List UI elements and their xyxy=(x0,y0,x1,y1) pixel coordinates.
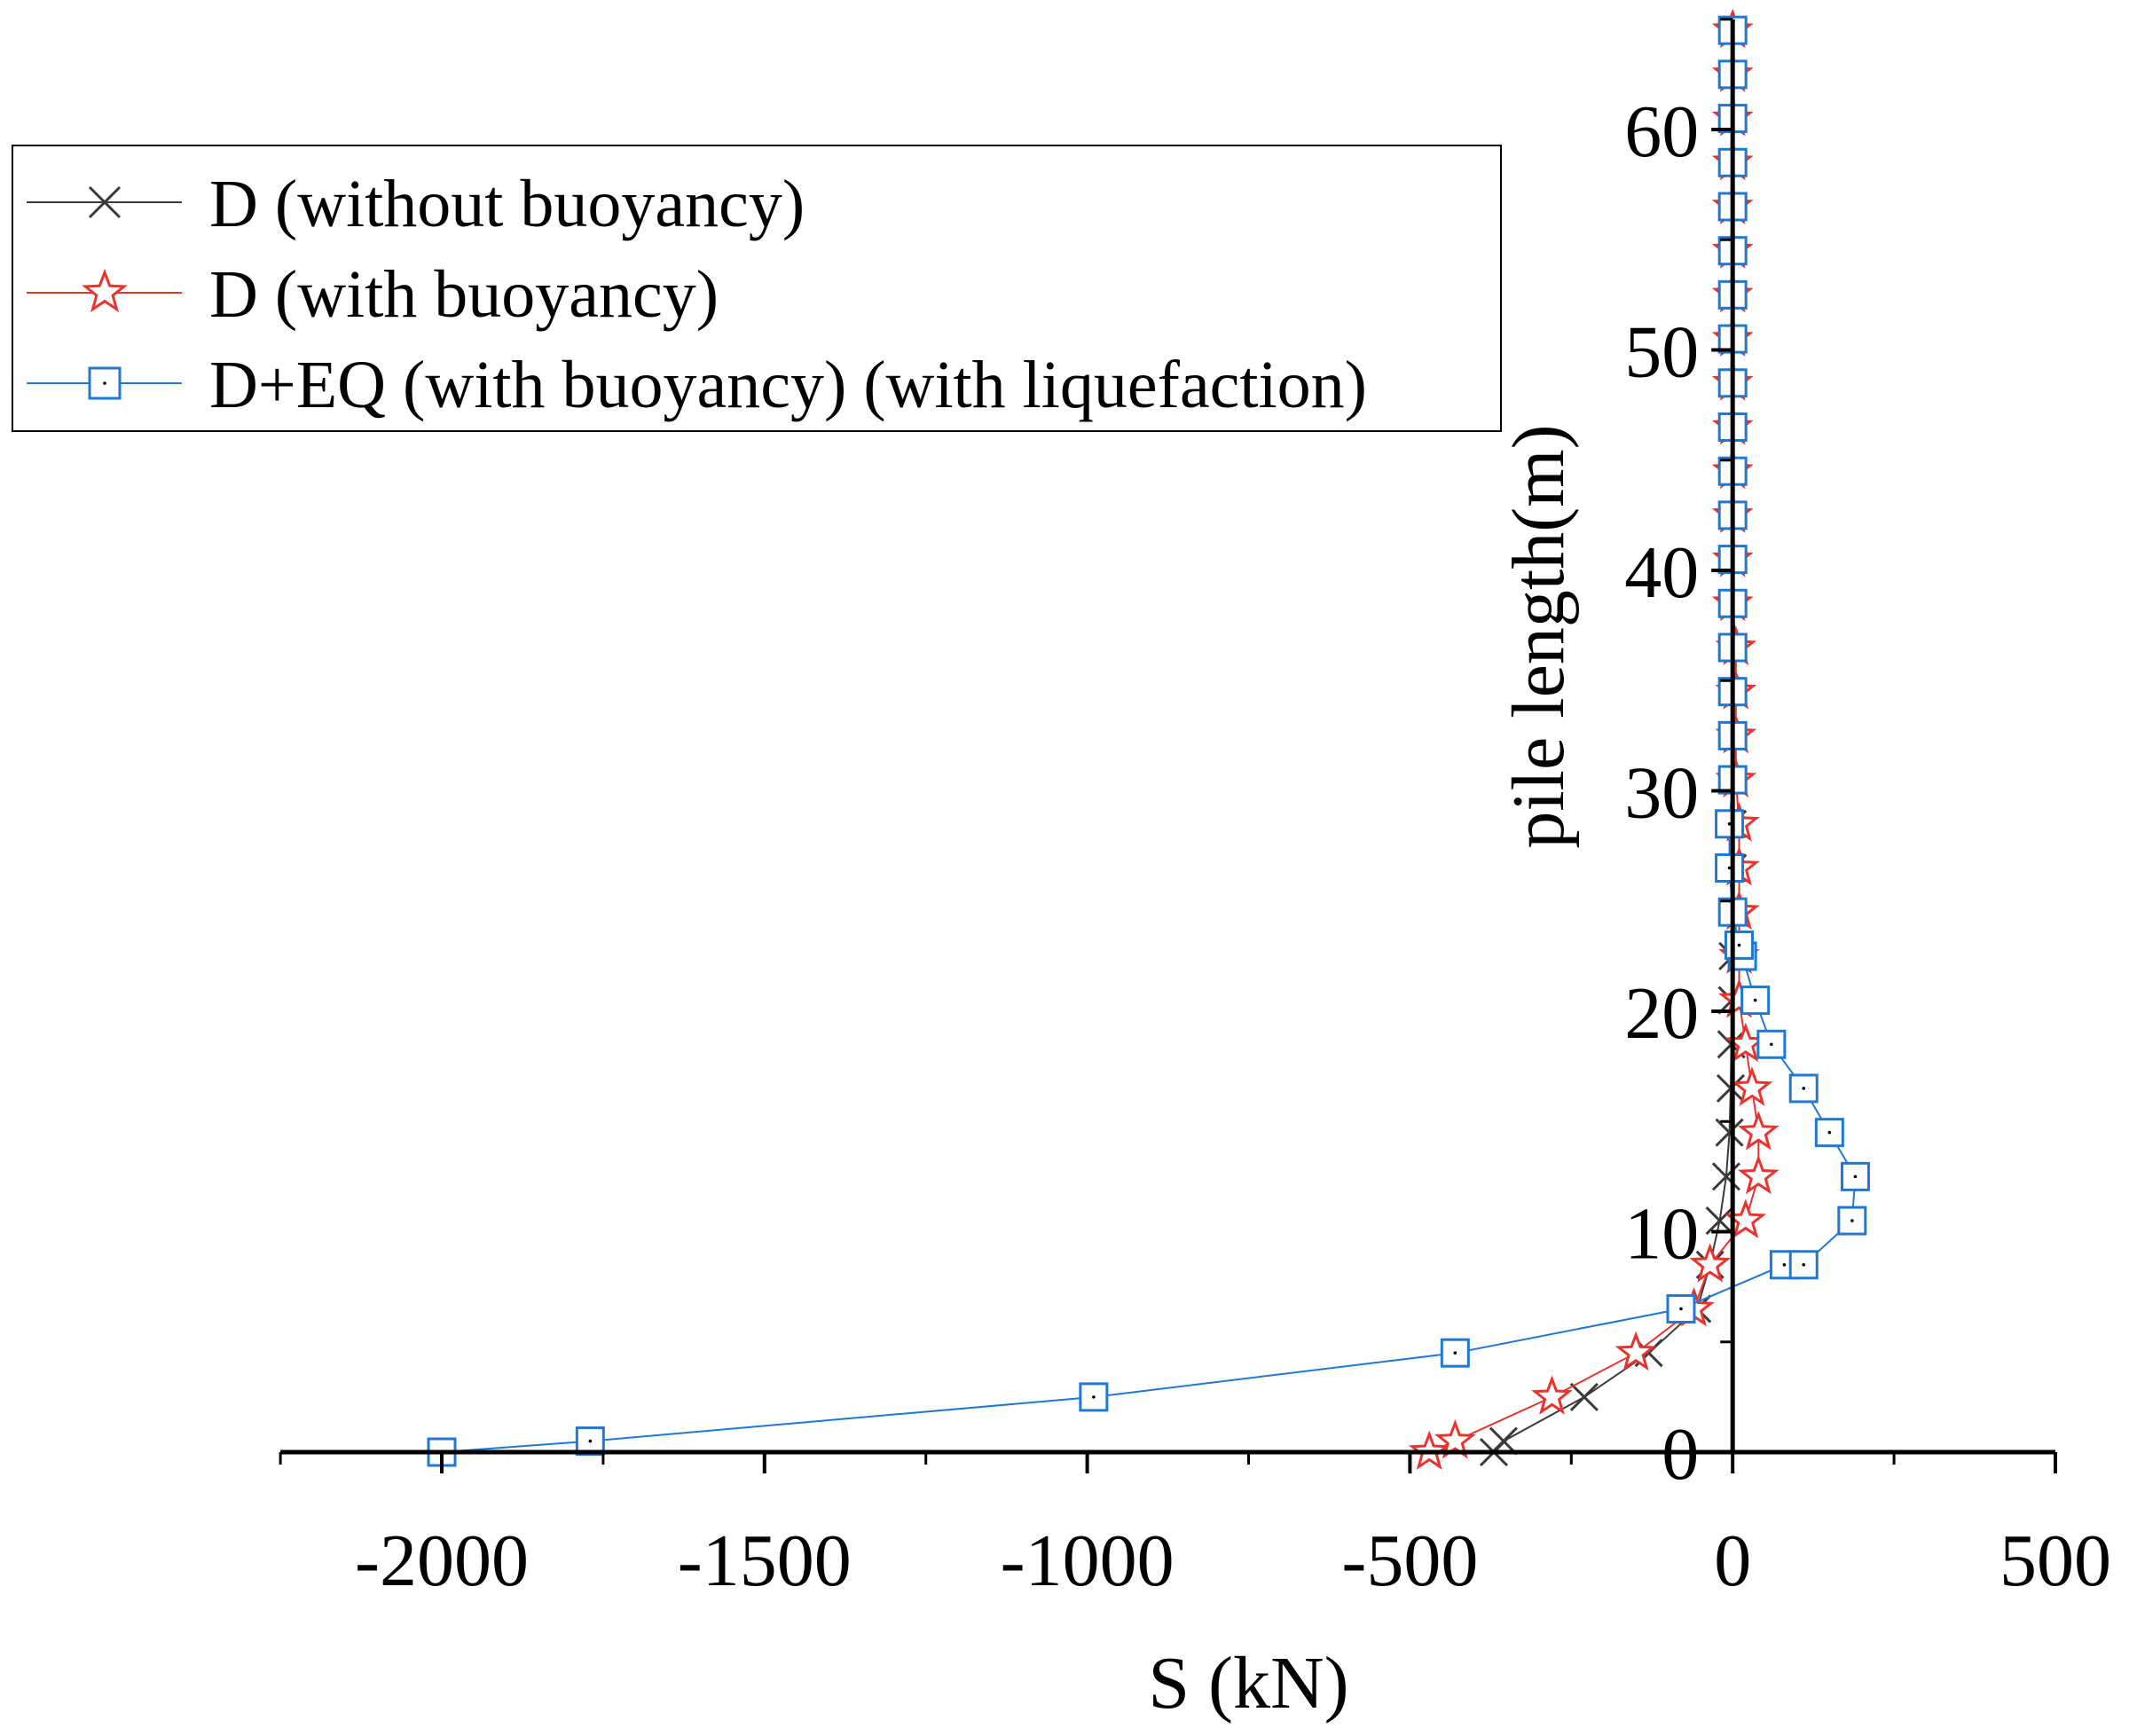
data-point-center xyxy=(1679,1307,1683,1311)
data-point xyxy=(82,268,128,313)
data-point xyxy=(1737,1154,1780,1195)
data-point xyxy=(1705,1206,1734,1236)
y-axis-title: pile length(m) xyxy=(1497,424,1580,848)
data-point xyxy=(1715,852,1745,883)
data-point-center xyxy=(1802,1262,1806,1267)
axes-layer: -2000 -1500 -1000 -500 0 500 0 10 20 30 40 50 60 S (k… xyxy=(279,18,2111,1724)
data-point xyxy=(1731,1066,1773,1106)
y-tick-label: 0 xyxy=(1662,1413,1699,1496)
y-tick-label: 10 xyxy=(1624,1193,1699,1276)
data-point-center xyxy=(1753,998,1757,1002)
x-axis-title: S (kN) xyxy=(1148,1642,1348,1724)
data-point-center xyxy=(1453,1351,1457,1355)
data-point-center xyxy=(1092,1395,1096,1399)
legend-entry-0: D (without buoyancy) xyxy=(27,167,805,241)
legend-label: D (with buoyancy) xyxy=(209,257,719,332)
data-point-center xyxy=(1802,1087,1806,1090)
y-tick-label: 40 xyxy=(1624,531,1699,614)
y-tick-label: 60 xyxy=(1624,90,1699,173)
y-tick-label: 30 xyxy=(1624,752,1699,835)
data-point xyxy=(1715,1118,1744,1147)
y-tick-label: 50 xyxy=(1624,311,1699,394)
data-point-center xyxy=(1850,1219,1854,1222)
data-point-center xyxy=(1737,943,1741,947)
data-point-center xyxy=(103,381,106,385)
data-point xyxy=(1814,1118,1844,1148)
legend-entry-1: D (with buoyancy) xyxy=(27,257,719,332)
data-point xyxy=(1569,1382,1599,1411)
data-point xyxy=(1615,1331,1657,1371)
y-tick-label: 20 xyxy=(1624,972,1699,1055)
x-tick-label: -1500 xyxy=(678,1520,852,1602)
x-tick-label: -2000 xyxy=(355,1520,529,1602)
x-tick-label: -1000 xyxy=(1001,1520,1175,1602)
data-point xyxy=(1440,1338,1470,1368)
x-tick-label: -500 xyxy=(1341,1520,1478,1602)
data-point xyxy=(88,185,122,219)
x-tick-label: 500 xyxy=(2000,1520,2111,1602)
data-point-center xyxy=(588,1439,593,1443)
data-point-center xyxy=(1727,866,1732,870)
data-point-center xyxy=(1727,821,1732,826)
legend-label: D+EQ (with buoyancy) (with liquefaction) xyxy=(209,348,1367,422)
legend-box xyxy=(12,145,1502,432)
data-point-center xyxy=(1853,1174,1858,1179)
legend: D (without buoyancy) D (with buoyancy) D+E… xyxy=(12,145,1502,432)
data-point-center xyxy=(1782,1262,1787,1267)
data-point xyxy=(1737,1111,1780,1151)
legend-entry-2: D+EQ (with buoyancy) (with liquefaction) xyxy=(27,348,1367,422)
data-point-center xyxy=(1827,1130,1832,1135)
data-point-center xyxy=(1770,1042,1773,1047)
x-tick-label: 0 xyxy=(1714,1520,1751,1602)
data-point xyxy=(1434,1419,1476,1459)
data-point xyxy=(1711,1162,1740,1191)
data-point xyxy=(1689,1243,1732,1283)
legend-label: D (without buoyancy) xyxy=(209,167,805,241)
data-point xyxy=(1531,1375,1573,1415)
